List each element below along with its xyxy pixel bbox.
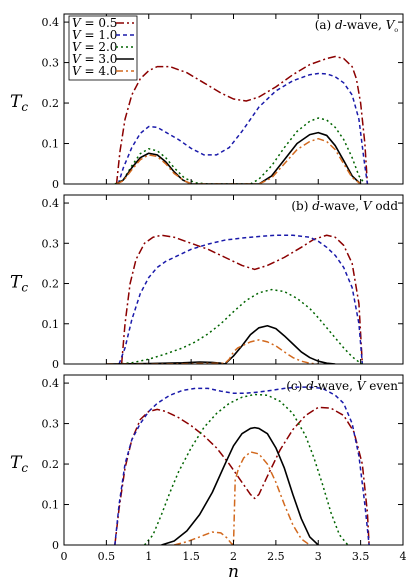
series-group [106,234,364,364]
y-axis-label: Tc [10,453,28,475]
x-tick-label: 0 [61,550,68,563]
y-tick-label: 0 [52,358,59,371]
x-tick-label: 3 [315,550,322,563]
series-line-v30 [161,426,319,545]
x-tick-label: 0.5 [98,550,116,563]
panel-title: (c) d-wave, V even [286,379,398,393]
series-line-v10 [117,72,369,184]
series-line-v05 [114,406,370,545]
x-tick-label: 1.5 [182,550,200,563]
legend-label: V = 2.0 [72,40,117,54]
series-group [114,386,370,545]
series-line-v20 [116,288,363,364]
x-tick-label: 2 [230,550,237,563]
series-line-v05 [120,234,364,364]
y-axis-label: Tc [10,92,28,114]
series-line-v10 [114,386,370,545]
series-line-v20 [114,117,366,184]
series-line-v30 [116,131,362,184]
y-tick-label: 0.1 [42,138,60,151]
y-tick-label: 0.1 [42,499,60,512]
legend-box [68,15,138,81]
y-tick-label: 0.4 [42,16,60,29]
series-group [114,55,369,184]
legend-label: V = 1.0 [72,28,117,42]
y-tick-label: 0.2 [42,278,60,291]
y-axis-label: Tc [10,273,28,295]
series-line-v20 [143,393,349,545]
plot-frame [63,194,404,365]
y-tick-label: 0.3 [42,237,60,250]
x-tick-label: 3.5 [352,550,370,563]
panel-3: 0 0.1 0.2 0.3 0.4 0 0.5 1 1.5 2 2.5 3 3.5 4 Tc n (c) d-w… [10,374,407,581]
legend: V = 0.5V = 1.0V = 2.0V = 3.0V = 4.0 [68,15,138,81]
series-line-v40 [173,451,311,545]
y-tick-label: 0.3 [42,418,60,431]
series-line-v05 [115,55,369,184]
x-axis-label: n [228,562,239,581]
y-tick-label: 0.2 [42,458,60,471]
y-tick-label: 0.4 [42,197,60,210]
panel-title: (b) d-wave, V odd [291,199,398,213]
panel-2: 0 0.1 0.2 0.3 0.4 Tc (b) d-wave, V odd [10,194,404,371]
legend-label: V = 4.0 [72,64,117,78]
series-line-v40 [106,339,319,364]
series-line-v10 [118,234,364,364]
y-tick-label: 0.3 [42,57,60,70]
x-tick-label: 2.5 [267,550,285,563]
series-line-v30 [106,324,336,364]
series-line-v40 [116,137,362,184]
y-tick-label: 0 [52,178,59,191]
y-tick-label: 0.4 [42,377,60,390]
y-tick-label: 0 [52,539,59,552]
panel-1: 00.10.20.30.4Tc(a) d-wave, V₀V = 0.5V = … [10,13,404,191]
y-tick-label: 0.2 [42,97,60,110]
y-tick-label: 0.1 [42,318,60,331]
panel-title: (a) d-wave, V₀ [315,18,399,35]
legend-label: V = 3.0 [72,52,117,66]
x-tick-label: 4 [400,550,407,563]
x-tick-label: 1 [145,550,152,563]
legend-label: V = 0.5 [72,16,117,30]
